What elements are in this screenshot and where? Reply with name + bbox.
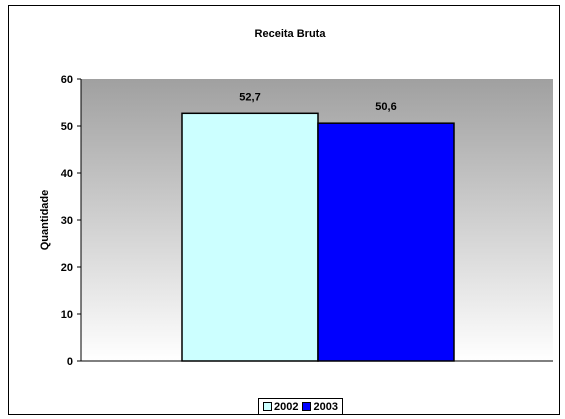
y-tick-label: 0 [67, 356, 73, 368]
chart-title: Receita Bruta [255, 28, 327, 40]
y-tick-label: 10 [61, 309, 73, 321]
data-label-2003: 50,6 [375, 101, 396, 113]
y-tick-label: 20 [61, 262, 73, 274]
bar-2003 [317, 122, 455, 362]
y-tick-label: 60 [61, 74, 73, 86]
y-ticks: 0 10 20 30 40 50 60 [61, 74, 81, 368]
legend-swatch-2002 [263, 402, 272, 411]
bars [181, 112, 455, 362]
legend-label-2002: 2002 [274, 400, 299, 413]
legend-swatch-2003 [302, 402, 312, 411]
legend-label-2003: 2003 [313, 400, 338, 413]
legend-entry-2003: 2003 [302, 400, 338, 413]
data-labels: 52,7 50,6 [239, 91, 396, 113]
y-axis-title: Quantidade [39, 190, 51, 251]
legend: 2002 2003 [258, 398, 343, 415]
bar-2002 [181, 112, 319, 362]
y-tick-label: 30 [61, 215, 73, 227]
data-label-2002: 52,7 [239, 91, 260, 103]
legend-entry-2002: 2002 [263, 401, 298, 413]
y-tick-label: 40 [61, 168, 73, 180]
y-tick-label: 50 [61, 121, 73, 133]
